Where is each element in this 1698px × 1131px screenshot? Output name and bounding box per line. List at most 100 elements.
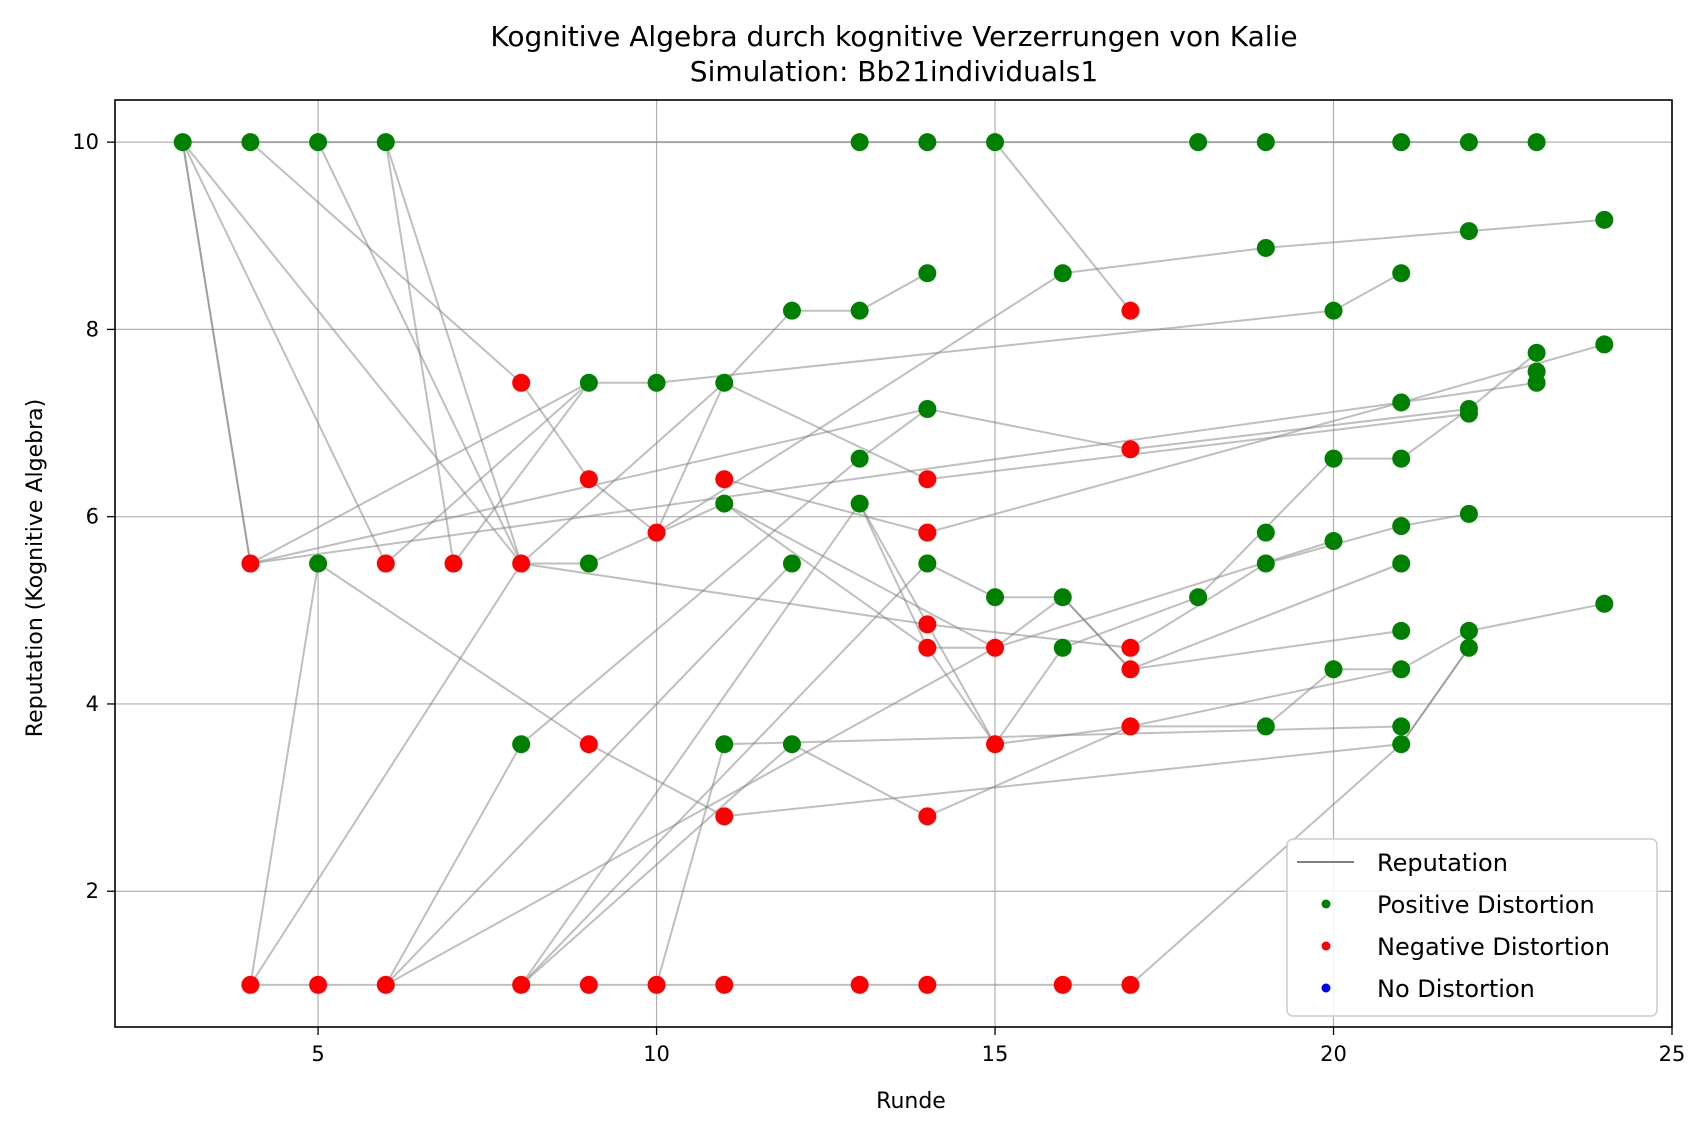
y-tick-label: 4 (86, 692, 99, 716)
positive-distortion-point (918, 400, 937, 418)
positive-distortion-point (1256, 523, 1275, 542)
axis-ticks: 5 10 15 20 25 2 4 6 8 10 (72, 130, 1685, 1066)
negative-distortion-point (579, 470, 598, 489)
negative-distortion-point (918, 975, 937, 994)
reputation-line (317, 562, 1470, 818)
negative-distortion-point (1121, 638, 1140, 657)
positive-distortion-point (1459, 504, 1478, 523)
positive-distortion-point (1392, 735, 1411, 754)
negative-distortion-point (1053, 975, 1072, 994)
negative-distortion-point (918, 615, 937, 634)
reputation-line (385, 382, 590, 565)
negative-distortion-point (715, 975, 734, 994)
negative-distortion-point (1121, 975, 1140, 994)
negative-distortion-point (850, 975, 869, 994)
y-axis-label: Reputation (Kognitive Algebra) (23, 399, 48, 737)
positive-distortion-point (647, 373, 666, 392)
y-tick-label: 10 (72, 130, 99, 154)
negative-distortion-point (647, 975, 666, 994)
positive-distortion-point (1459, 133, 1478, 152)
positive-distortion-point (1256, 717, 1275, 736)
positive-distortion-point (1324, 660, 1343, 679)
negative-distortion-point (376, 975, 395, 994)
positive-distortion-point (782, 301, 801, 320)
y-tick-label: 2 (86, 879, 99, 903)
positive-distortion-point (1459, 638, 1478, 657)
legend-positive-swatch (1321, 899, 1331, 909)
positive-distortion-point (579, 373, 598, 392)
reputation-line (520, 408, 1470, 986)
positive-distortion-point (1459, 222, 1478, 241)
positive-distortion-point (512, 735, 531, 754)
positive-distortion-point (1595, 210, 1614, 229)
legend-negative-label: Negative Distortion (1377, 933, 1610, 961)
legend-negative-swatch (1321, 941, 1331, 951)
negative-distortion-point (647, 523, 666, 542)
negative-distortion-point (918, 470, 937, 489)
positive-distortion-point (918, 264, 937, 283)
reputation-line (724, 381, 1537, 534)
positive-distortion-point (1189, 133, 1208, 152)
negative-distortion-point (986, 735, 1005, 754)
negative-distortion-point (512, 373, 531, 392)
positive-distortion-point (1256, 133, 1275, 152)
reputation-line (520, 562, 1402, 986)
positive-distortion-point (1053, 638, 1072, 657)
positive-distortion-point (1392, 133, 1411, 152)
x-tick-label: 20 (1320, 1042, 1347, 1066)
positive-distortion-point (309, 554, 328, 573)
reputation-line (384, 141, 523, 564)
negative-distortion-point (1121, 301, 1140, 320)
positive-distortion-point (1392, 449, 1411, 468)
reputation-line (384, 408, 928, 986)
positive-distortion-point (1527, 133, 1546, 152)
reputation-line (520, 382, 725, 565)
data-points (173, 133, 1614, 994)
negative-distortion-point (1121, 717, 1140, 736)
positive-distortion-point (715, 494, 734, 513)
positive-distortion-point (715, 735, 734, 754)
chart-title: Kognitive Algebra durch kognitive Verzer… (490, 20, 1297, 53)
positive-distortion-point (1595, 594, 1614, 613)
positive-distortion-point (1392, 517, 1411, 536)
positive-distortion-point (579, 554, 598, 573)
reputation-line (723, 381, 1470, 481)
positive-distortion-point (850, 494, 869, 513)
positive-distortion-point (850, 449, 869, 468)
negative-distortion-point (579, 975, 598, 994)
positive-distortion-point (1324, 301, 1343, 320)
positive-distortion-point (1324, 449, 1343, 468)
legend-positive-label: Positive Distortion (1377, 891, 1595, 919)
y-tick-label: 6 (86, 505, 99, 529)
y-tick-label: 8 (86, 317, 99, 341)
positive-distortion-point (782, 735, 801, 754)
positive-distortion-point (918, 554, 937, 573)
x-tick-label: 25 (1659, 1042, 1686, 1066)
positive-distortion-point (850, 301, 869, 320)
negative-distortion-point (444, 554, 463, 573)
negative-distortion-point (715, 470, 734, 489)
positive-distortion-point (1053, 264, 1072, 283)
chart-subtitle: Simulation: Bb21individuals1 (690, 55, 1098, 88)
negative-distortion-point (376, 554, 395, 573)
x-tick-label: 5 (311, 1042, 324, 1066)
reputation-line (858, 503, 1402, 746)
negative-distortion-point (579, 735, 598, 754)
positive-distortion-point (1392, 554, 1411, 573)
negative-distortion-point (1121, 660, 1140, 679)
positive-distortion-point (1053, 588, 1072, 607)
reputation-line (249, 141, 928, 535)
plot-area-frame (114, 99, 1673, 1028)
legend-none-label: No Distortion (1377, 975, 1535, 1003)
positive-distortion-point (1392, 393, 1411, 412)
positive-distortion-point (1527, 373, 1546, 392)
legend: Reputation Positive Distortion Negative … (1286, 838, 1658, 1017)
positive-distortion-point (1595, 335, 1614, 354)
reputation-line (452, 382, 590, 565)
positive-distortion-point (1392, 660, 1411, 679)
reputation-line (384, 141, 455, 564)
negative-distortion-point (512, 975, 531, 994)
reputation-line (181, 141, 522, 565)
reputation-line (249, 562, 523, 986)
